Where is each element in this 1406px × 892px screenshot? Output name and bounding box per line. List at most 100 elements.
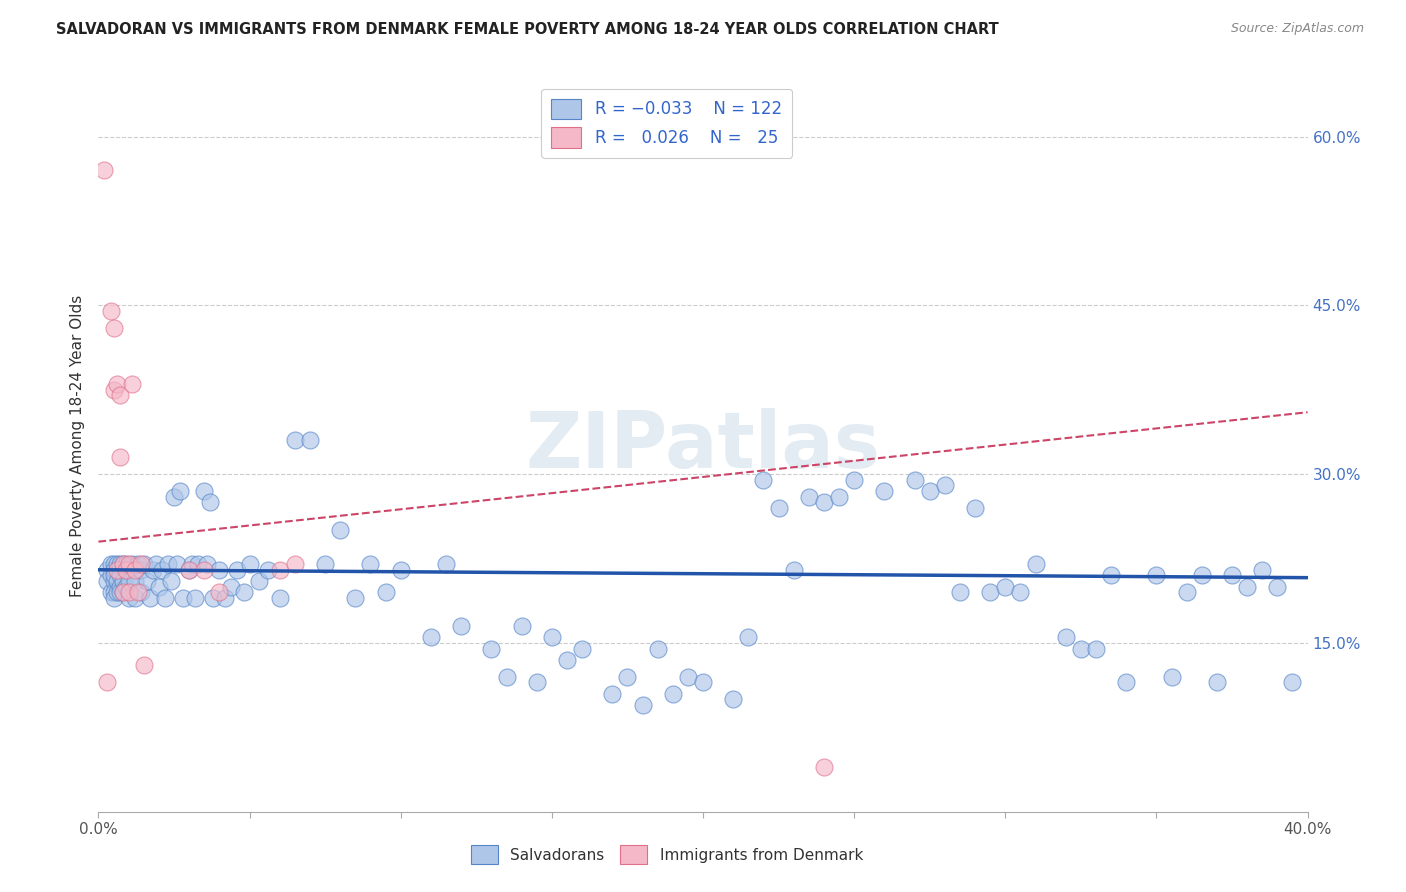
Point [148,580,170,594]
Point [100,568,122,582]
Point [329,524,352,538]
Point [127,557,149,571]
Point [118,591,141,605]
Point [114,557,136,571]
Point [129,563,152,577]
Point [389,563,412,577]
Point [108,585,131,599]
Point [100,557,122,571]
Point [111,574,134,588]
Point [934,478,956,492]
Point [232,585,254,599]
Point [828,490,851,504]
Point [118,563,141,577]
Point [181,557,204,571]
Point [103,563,125,577]
Point [103,574,125,588]
Point [647,641,669,656]
Point [247,574,270,588]
Point [150,563,173,577]
Point [103,383,125,397]
Point [163,490,186,504]
Point [105,563,128,577]
Point [1236,580,1258,594]
Point [256,563,278,577]
Point [723,692,745,706]
Point [1281,675,1303,690]
Point [616,670,638,684]
Point [314,557,336,571]
Point [844,473,866,487]
Point [1115,675,1137,690]
Y-axis label: Female Poverty Among 18-24 Year Olds: Female Poverty Among 18-24 Year Olds [69,295,84,597]
Point [172,591,194,605]
Point [142,563,165,577]
Point [193,483,215,498]
Point [187,557,209,571]
Point [156,557,179,571]
Point [602,687,624,701]
Point [1010,585,1032,599]
Point [797,490,820,504]
Point [1070,641,1092,656]
Point [129,557,152,571]
Point [1024,557,1046,571]
Point [118,574,141,588]
Point [193,563,215,577]
Point [269,591,291,605]
Point [103,557,125,571]
Point [118,585,141,599]
Point [108,557,131,571]
Point [284,557,307,571]
Point [299,434,322,448]
Point [1220,568,1243,582]
Point [239,557,262,571]
Point [93,163,115,178]
Point [169,483,191,498]
Point [737,630,759,644]
Point [631,698,654,712]
Text: SALVADORAN VS IMMIGRANTS FROM DENMARK FEMALE POVERTY AMONG 18-24 YEAR OLDS CORRE: SALVADORAN VS IMMIGRANTS FROM DENMARK FE… [56,22,1000,37]
Point [1175,585,1198,599]
Point [121,377,143,392]
Point [166,557,188,571]
Point [145,557,167,571]
Point [179,563,201,577]
Point [540,630,562,644]
Point [111,585,134,599]
Point [1160,670,1182,684]
Point [979,585,1001,599]
Point [1099,568,1122,582]
Point [1267,580,1289,594]
Point [555,653,578,667]
Point [662,687,685,701]
Point [752,473,775,487]
Point [100,304,122,318]
Point [202,591,225,605]
Point [96,574,118,588]
Point [1191,568,1213,582]
Point [510,619,533,633]
Point [132,658,155,673]
Point [103,568,125,582]
Point [284,434,307,448]
Point [226,563,249,577]
Point [1251,563,1274,577]
Point [108,388,131,402]
Point [904,473,927,487]
Point [526,675,548,690]
Point [221,580,243,594]
Point [124,574,146,588]
Point [1085,641,1108,656]
Point [420,630,443,644]
Point [108,450,131,465]
Point [105,574,128,588]
Point [1206,675,1229,690]
Point [481,641,503,656]
Point [813,760,835,774]
Point [121,557,143,571]
Point [768,500,790,515]
Point [208,563,231,577]
Point [103,585,125,599]
Point [108,568,131,582]
